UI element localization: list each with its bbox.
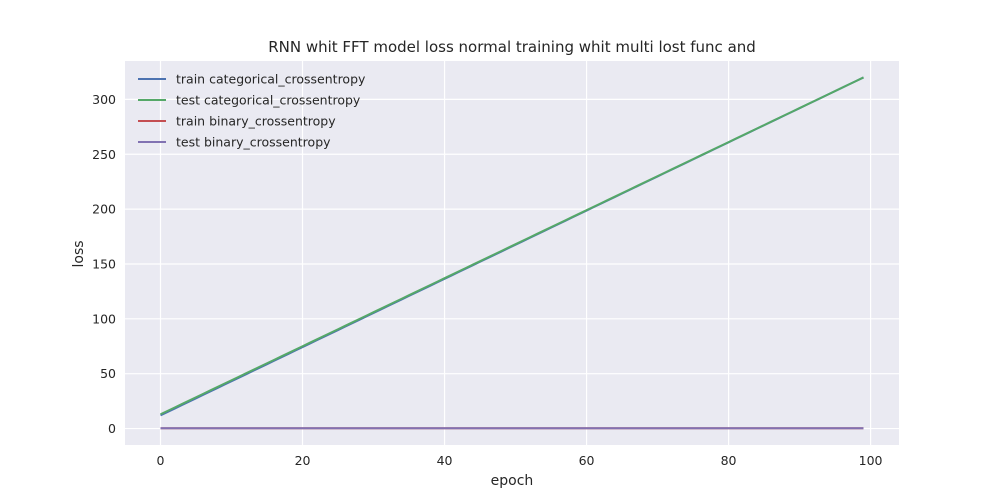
legend-entry-label: train binary_crossentropy <box>176 114 336 129</box>
x-tick-label: 40 <box>437 453 453 468</box>
x-tick-label: 0 <box>157 453 165 468</box>
tick-labels: 0 20 40 60 80 100 0 50 100 150 200 250 300 <box>92 92 882 468</box>
series-lines <box>160 76 864 430</box>
y-tick-label: 250 <box>92 147 116 162</box>
chart-title: RNN whit FFT model loss normal training … <box>268 38 756 56</box>
legend-entry-label: test categorical_crossentropy <box>176 93 361 108</box>
x-axis-label: epoch <box>491 473 534 489</box>
y-tick-label: 0 <box>108 421 116 436</box>
x-tick-label: 100 <box>859 453 883 468</box>
x-tick-label: 60 <box>579 453 595 468</box>
y-tick-label: 100 <box>92 311 116 326</box>
y-tick-label: 300 <box>92 92 116 107</box>
x-tick-label: 80 <box>721 453 737 468</box>
y-axis-label: loss <box>71 240 87 267</box>
legend-entry-label: test binary_crossentropy <box>176 135 331 150</box>
y-tick-label: 150 <box>92 256 116 271</box>
y-tick-label: 200 <box>92 202 116 217</box>
series-line-2 <box>160 76 864 416</box>
y-tick-label: 50 <box>100 366 116 381</box>
legend-entry-label: train categorical_crossentropy <box>176 72 366 87</box>
plot-area <box>125 61 899 445</box>
x-tick-label: 20 <box>295 453 311 468</box>
